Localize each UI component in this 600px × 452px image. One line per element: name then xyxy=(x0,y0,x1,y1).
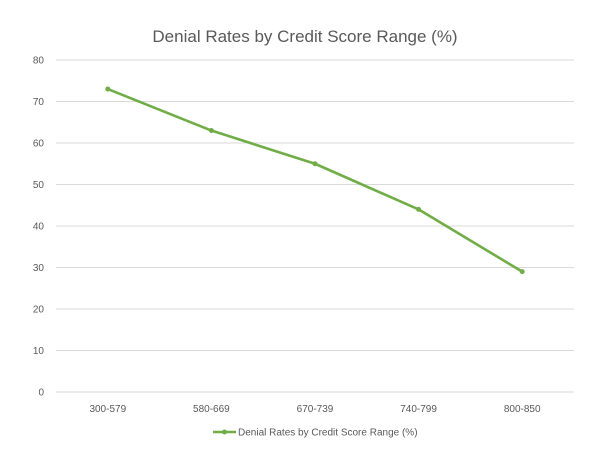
y-tick-label: 60 xyxy=(33,139,45,150)
data-point xyxy=(416,206,422,212)
legend-label: Denial Rates by Credit Score Range (%) xyxy=(238,428,418,439)
data-point xyxy=(105,86,111,92)
data-point xyxy=(519,269,525,275)
y-tick-label: 40 xyxy=(33,222,45,233)
gridlines xyxy=(56,59,574,393)
y-tick-label: 50 xyxy=(33,180,45,191)
series-line xyxy=(106,87,524,273)
y-tick-label: 30 xyxy=(33,263,45,274)
series-layer xyxy=(105,86,525,275)
x-tick-label: 670-739 xyxy=(297,404,334,415)
data-point xyxy=(312,161,318,167)
y-tick-label: 0 xyxy=(38,388,44,399)
legend-swatch-marker xyxy=(222,429,227,435)
y-tick-label: 80 xyxy=(33,56,45,67)
y-tick-label: 70 xyxy=(33,97,45,108)
data-point xyxy=(208,128,214,134)
chart-title: Denial Rates by Credit Score Range (%) xyxy=(152,27,457,46)
x-axis-ticks: 300-579 580-669 670-739 740-799 800-850 xyxy=(89,404,541,415)
x-tick-label: 800-850 xyxy=(504,404,541,415)
y-axis-ticks: 0 10 20 30 40 50 60 70 80 xyxy=(33,56,45,399)
x-tick-label: 300-579 xyxy=(89,404,126,415)
y-tick-label: 20 xyxy=(33,305,45,316)
legend: Denial Rates by Credit Score Range (%) xyxy=(213,428,418,439)
y-tick-label: 10 xyxy=(33,346,45,357)
x-tick-label: 580-669 xyxy=(193,404,230,415)
x-tick-label: 740-799 xyxy=(400,404,437,415)
